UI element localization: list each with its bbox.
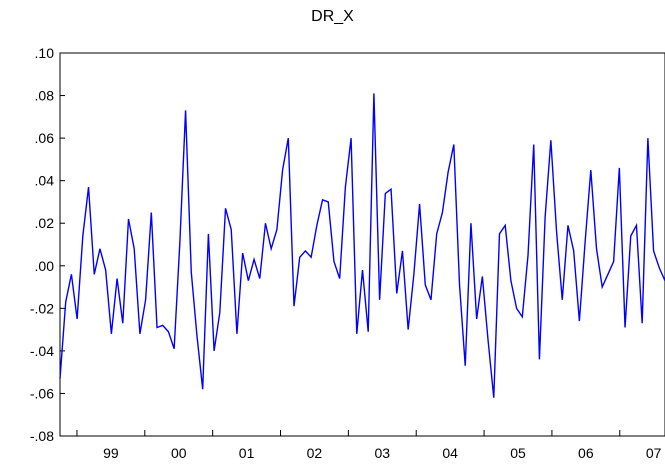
x-tick-label: 02 bbox=[307, 445, 323, 461]
y-tick-label: -.02 bbox=[30, 300, 54, 316]
y-tick-label: .10 bbox=[35, 45, 55, 61]
series-group bbox=[59, 93, 665, 398]
x-axis: 99 00 01 02 03 04 05 06 07 bbox=[76, 430, 662, 461]
y-tick-label: -.04 bbox=[30, 343, 54, 359]
y-tick-label: .08 bbox=[35, 88, 55, 104]
x-tick-label: 05 bbox=[510, 445, 526, 461]
y-tick-label: .02 bbox=[35, 215, 55, 231]
series-line bbox=[59, 93, 665, 398]
x-tick-label: 00 bbox=[171, 445, 187, 461]
x-tick-label: 99 bbox=[103, 445, 119, 461]
y-tick-label: .06 bbox=[35, 130, 55, 146]
x-tick-label: 01 bbox=[239, 445, 255, 461]
y-axis: .10 .08 .06 .04 .02 .00 -.02 -.04 -.06 -.08 bbox=[30, 45, 65, 444]
y-tick-label: .04 bbox=[35, 173, 55, 189]
x-tick-label: 07 bbox=[646, 445, 662, 461]
x-tick-label: 03 bbox=[374, 445, 390, 461]
plot-frame bbox=[59, 52, 665, 437]
y-tick-label: .00 bbox=[35, 258, 55, 274]
chart-title: DR_X bbox=[311, 8, 354, 25]
x-tick-label: 04 bbox=[442, 445, 458, 461]
x-tick-label: 06 bbox=[578, 445, 594, 461]
y-tick-label: -.08 bbox=[30, 428, 54, 444]
y-tick-label: -.06 bbox=[30, 385, 54, 401]
